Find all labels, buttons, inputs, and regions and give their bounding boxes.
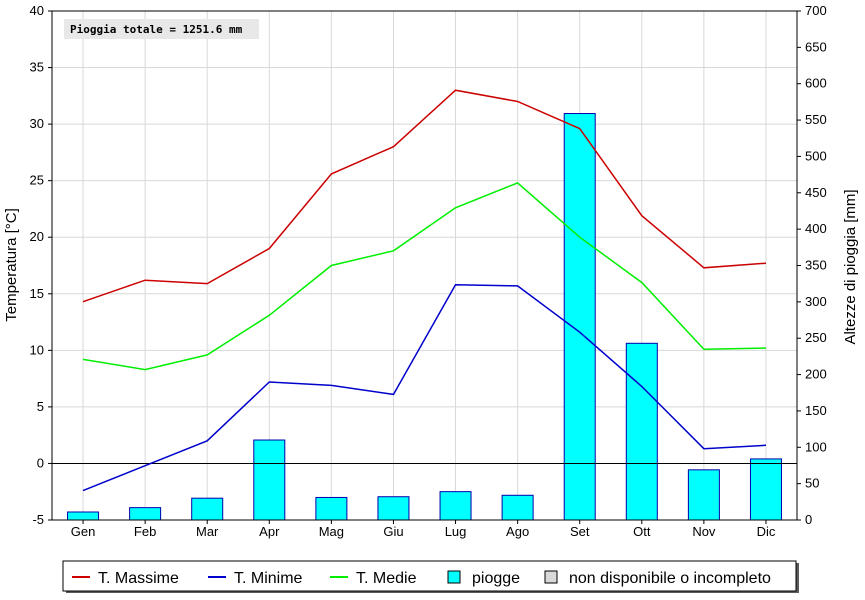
x-tick-label: Ago — [506, 524, 529, 539]
x-tick-label: Set — [570, 524, 590, 539]
right-tick-label: 700 — [805, 3, 827, 18]
rain-total-text: Pioggia totale = 1251.6 mm — [70, 23, 243, 36]
right-tick-label: 100 — [805, 439, 827, 454]
legend-label-t-minime: T. Minime — [234, 570, 303, 587]
right-tick-label: 250 — [805, 330, 827, 345]
rain-bar-mag — [315, 496, 348, 521]
left-tick-label: 30 — [30, 116, 44, 131]
left-tick-label: 15 — [30, 286, 44, 301]
legend-label-piogge: piogge — [472, 570, 520, 587]
rain-bar-feb — [129, 507, 162, 521]
left-tick-label: 35 — [30, 60, 44, 75]
right-tick-label: 450 — [805, 185, 827, 200]
rain-bar-nov — [687, 469, 720, 521]
line-t-medie — [82, 182, 767, 371]
rain-bar-ott — [625, 342, 658, 521]
left-tick-label: 10 — [30, 342, 44, 357]
right-tick-label: 600 — [805, 76, 827, 91]
x-axis-ticks: Gen Feb Mar Apr Mag Giu Lug Ago Set Ott Nov Dic — [71, 520, 776, 539]
right-tick-label: 550 — [805, 112, 827, 127]
rain-bar-giu — [377, 496, 410, 521]
left-tick-label: -5 — [32, 512, 44, 527]
rain-bar-gen — [67, 511, 100, 521]
right-tick-label: 300 — [805, 294, 827, 309]
rain-bar-apr — [253, 439, 286, 521]
temperature-lines — [82, 89, 767, 492]
rain-bar-mar — [191, 497, 224, 521]
right-axis-ticks: 0 50 100 150 200 250 300 350 400 450 500 550 600 650 7… — [797, 3, 827, 527]
x-tick-label: Gen — [71, 524, 96, 539]
legend-swatch-piogge — [447, 570, 461, 584]
right-tick-label: 650 — [805, 39, 827, 54]
right-tick-label: 500 — [805, 148, 827, 163]
line-t-massime — [82, 89, 767, 303]
x-tick-label: Apr — [259, 524, 280, 539]
plot-frame — [51, 10, 798, 521]
right-tick-label: 400 — [805, 221, 827, 236]
gridlines — [52, 10, 797, 521]
x-tick-label: Lug — [445, 524, 467, 539]
left-axis-label: Temperatura [°C] — [3, 208, 20, 322]
left-tick-label: 0 — [37, 455, 44, 470]
legend-label-non-disponibile-o-incompleto: non disponibile o incompleto — [569, 570, 771, 587]
rain-bar-dic — [749, 458, 782, 521]
left-axis-ticks: -5 0 5 10 15 20 25 30 35 40 — [30, 3, 52, 527]
right-axis-label: Altezze di pioggia [mm] — [842, 189, 859, 344]
right-tick-label: 200 — [805, 367, 827, 382]
legend-label-t-massime: T. Massime — [98, 570, 179, 587]
left-tick-label: 25 — [30, 173, 44, 188]
legend-label-t-medie: T. Medie — [356, 570, 417, 587]
rain-bars — [67, 113, 782, 521]
x-tick-label: Nov — [692, 524, 716, 539]
right-tick-label: 50 — [805, 476, 819, 491]
x-tick-label: Feb — [134, 524, 156, 539]
right-tick-label: 0 — [805, 512, 812, 527]
x-tick-label: Mag — [319, 524, 344, 539]
rain-bar-set — [563, 113, 596, 521]
left-tick-label: 40 — [30, 3, 44, 18]
rain-total-annotation: Pioggia totale = 1251.6 mm — [64, 19, 259, 39]
x-tick-label: Ott — [633, 524, 651, 539]
legend-box — [62, 560, 797, 592]
x-tick-label: Mar — [196, 524, 219, 539]
line-t-minime — [82, 283, 767, 492]
rain-bar-ago — [501, 494, 534, 521]
right-tick-label: 350 — [805, 258, 827, 273]
left-tick-label: 5 — [37, 399, 44, 414]
legend-swatch-non-disponibile-o-incompleto — [544, 570, 558, 584]
x-tick-label: Giu — [383, 524, 403, 539]
legend: T. Massime T. Minime T. Medie piogge non dis… — [62, 560, 799, 593]
rain-bar-lug — [439, 491, 472, 521]
right-tick-label: 150 — [805, 403, 827, 418]
x-tick-label: Dic — [757, 524, 776, 539]
left-tick-label: 20 — [30, 229, 44, 244]
